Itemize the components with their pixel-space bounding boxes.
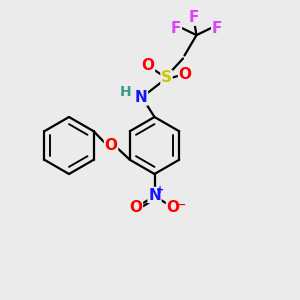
Text: F: F [189, 10, 199, 25]
Text: O: O [104, 138, 118, 153]
Text: O: O [167, 200, 180, 215]
Text: F: F [171, 21, 181, 36]
Text: O: O [178, 68, 192, 82]
Text: +: + [156, 184, 165, 195]
Text: H: H [120, 85, 131, 99]
Text: N: N [148, 188, 161, 202]
Text: O: O [129, 200, 142, 215]
Text: N: N [135, 90, 147, 105]
Text: −: − [177, 200, 186, 210]
Text: S: S [161, 70, 172, 86]
Text: O: O [141, 58, 154, 73]
Text: F: F [212, 21, 222, 36]
